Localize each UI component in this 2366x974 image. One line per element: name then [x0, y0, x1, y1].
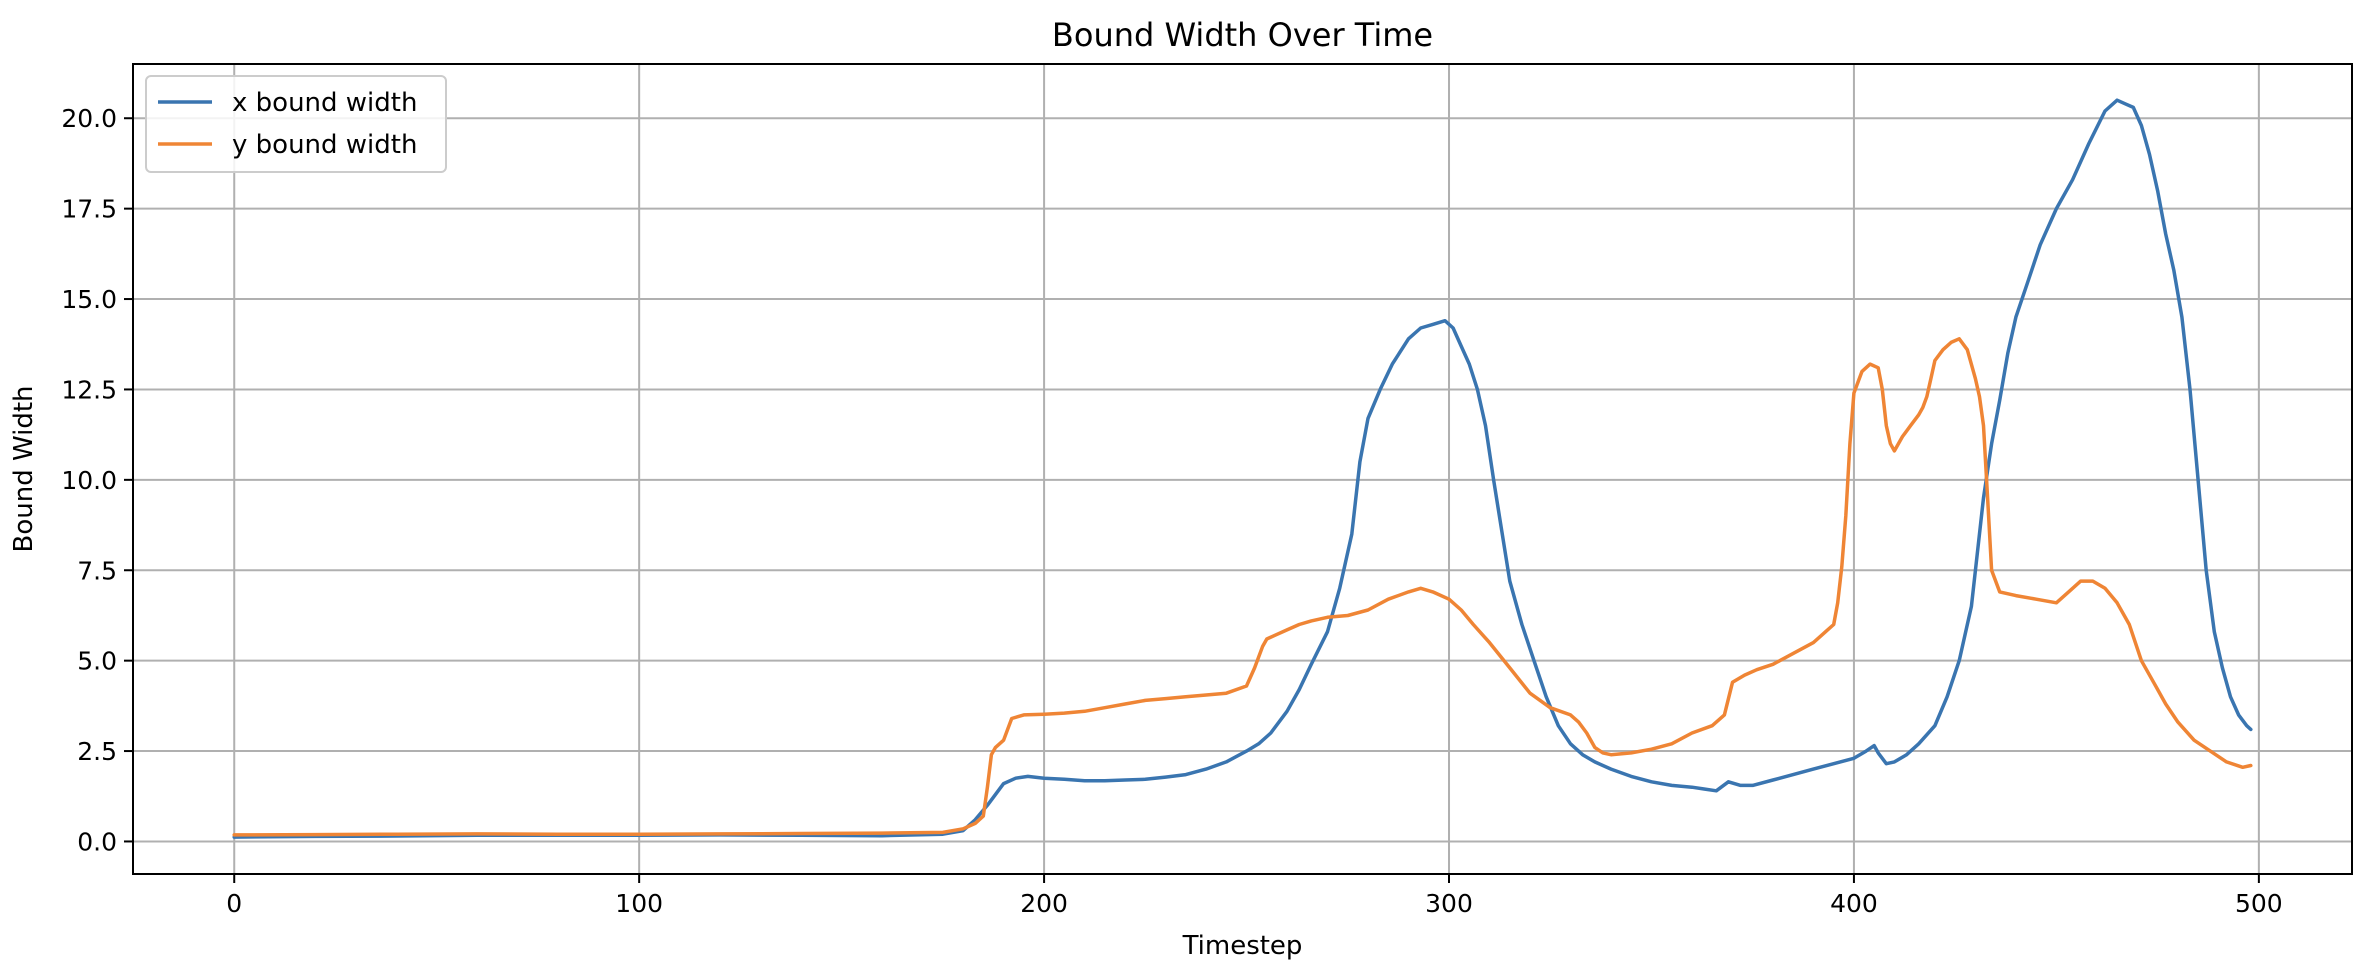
x-tick-label: 400 [1830, 889, 1878, 918]
chart-legend: x bound width y bound width [145, 75, 447, 173]
y-tick-label: 10.0 [61, 466, 117, 495]
x-axis-label: Timestep [1182, 931, 1303, 961]
series-line-x-bound-width [232, 98, 2253, 839]
x-axis-ticks: 0 100 200 300 400 500 [226, 874, 2283, 918]
x-tick-label: 100 [615, 889, 663, 918]
y-tick-label: 17.5 [61, 195, 117, 224]
y-tick-label: 5.0 [77, 647, 117, 676]
y-tick-label: 15.0 [61, 285, 117, 314]
y-tick-label: 7.5 [77, 556, 117, 585]
plot-series [232, 98, 2253, 839]
legend-label: x bound width [232, 88, 417, 118]
y-tick-label: 12.5 [61, 375, 117, 404]
series-line-y-bound-width [232, 337, 2253, 837]
y-tick-label: 2.5 [77, 737, 117, 766]
x-tick-label: 200 [1020, 889, 1068, 918]
y-axis-ticks: 0.0 2.5 5.0 7.5 10.0 12.5 15.0 17.5 20.0 [61, 104, 133, 856]
grid-lines [133, 64, 2352, 874]
x-tick-label: 300 [1425, 889, 1473, 918]
x-tick-label: 500 [2235, 889, 2283, 918]
chart-title: Bound Width Over Time [1052, 16, 1433, 54]
y-tick-label: 0.0 [77, 827, 117, 856]
legend-label: y bound width [232, 130, 417, 160]
legend-box [145, 75, 447, 173]
plot-area-frame [132, 63, 2353, 875]
y-tick-label: 20.0 [61, 104, 117, 133]
y-axis-label: Bound Width [9, 385, 39, 552]
x-tick-label: 0 [226, 889, 242, 918]
